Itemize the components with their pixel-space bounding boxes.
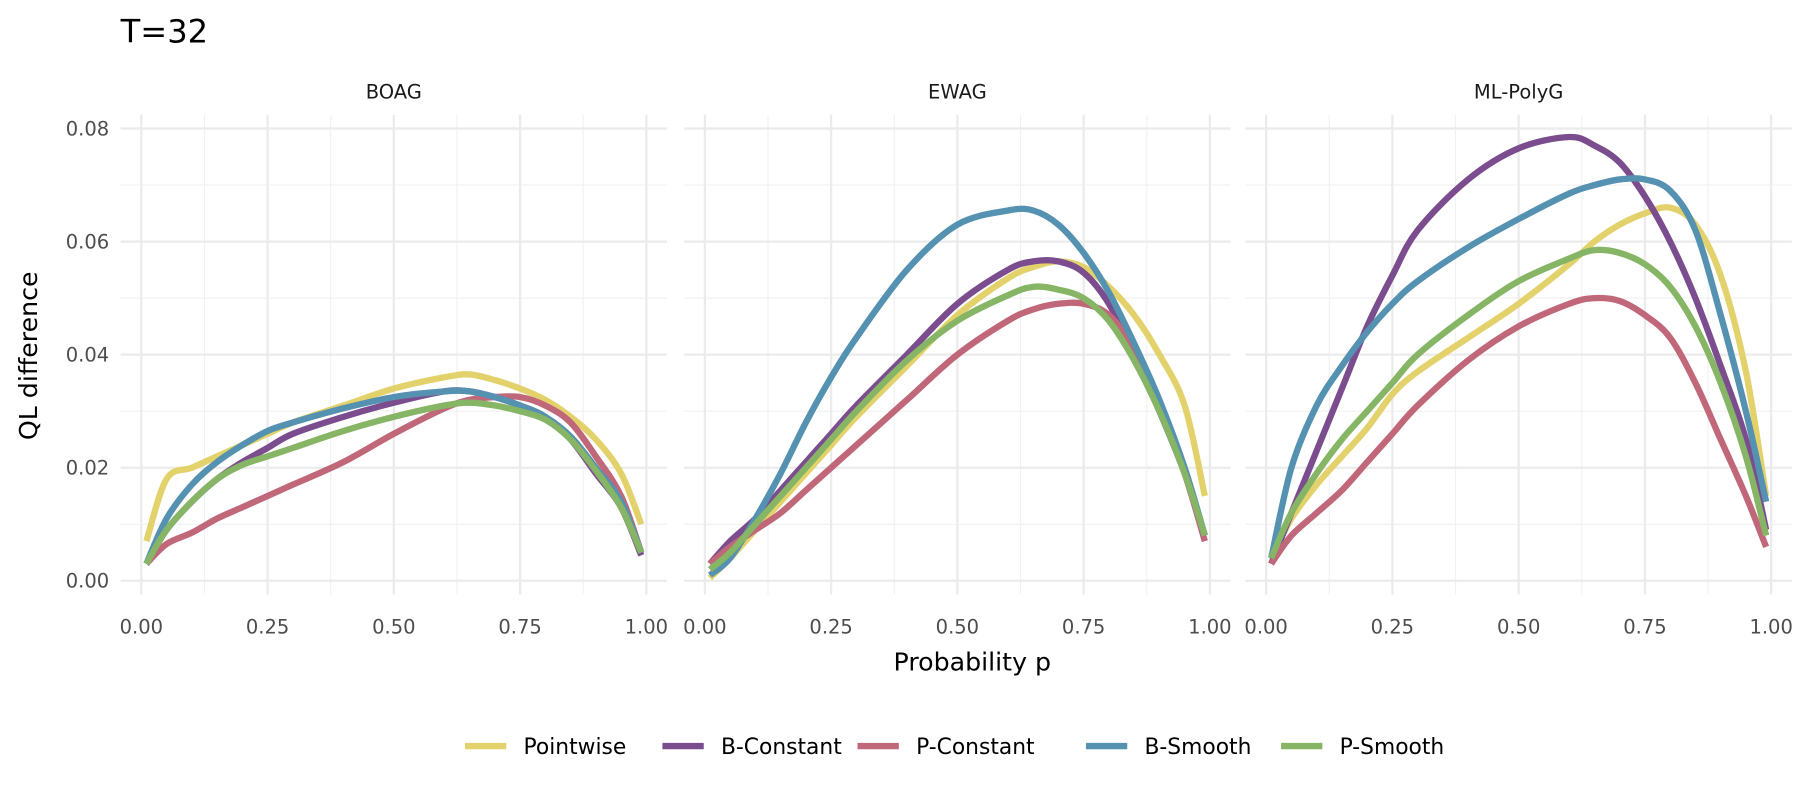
x-tick-label: 1.00 bbox=[625, 616, 668, 639]
panel-ml-polyg: 0.00 0.25 0.50 0.75 1.00 ML-PolyG bbox=[1244, 81, 1792, 639]
x-tick-label: 0.50 bbox=[936, 616, 979, 639]
series-line-p-constant bbox=[144, 393, 645, 567]
legend-item-pointwise: Pointwise bbox=[464, 735, 627, 760]
x-tick-label: 0.00 bbox=[683, 616, 726, 639]
x-tick-label: 0.75 bbox=[498, 616, 541, 639]
x-tick-label: 0.75 bbox=[1623, 616, 1666, 639]
facet-label: BOAG bbox=[366, 81, 422, 104]
legend-label: B-Smooth bbox=[1144, 735, 1251, 760]
series-line-p-smooth bbox=[1268, 246, 1770, 560]
x-tick-label: 1.00 bbox=[1749, 616, 1792, 639]
legend-item-p-smooth: P-Smooth bbox=[1281, 735, 1444, 760]
legend-label: P-Smooth bbox=[1340, 735, 1445, 760]
x-tick-label: 0.50 bbox=[372, 616, 415, 639]
x-tick-label: 0.50 bbox=[1497, 616, 1540, 639]
y-tick-label: 0.02 bbox=[66, 457, 109, 480]
series-line-pointwise bbox=[1268, 204, 1770, 560]
series-line-b-constant bbox=[1268, 133, 1770, 565]
x-tick-label: 0.25 bbox=[809, 616, 852, 639]
x-tick-label: 0.00 bbox=[1244, 616, 1287, 639]
x-tick-label: 0.75 bbox=[1062, 616, 1105, 639]
x-axis-title: Probability p bbox=[894, 647, 1052, 676]
series-line-pointwise bbox=[143, 371, 645, 543]
series-line-p-smooth bbox=[707, 283, 1208, 572]
facet-label: EWAG bbox=[928, 81, 987, 104]
chart-title: T=32 bbox=[120, 12, 208, 50]
x-tick-label: 0.25 bbox=[1371, 616, 1414, 639]
y-axis-title: QL difference bbox=[14, 271, 43, 440]
series-line-b-smooth bbox=[707, 205, 1208, 578]
y-tick-label: 0.08 bbox=[66, 117, 109, 140]
y-tick-label: 0.06 bbox=[66, 230, 109, 253]
x-tick-label: 0.25 bbox=[246, 616, 289, 639]
series-line-pointwise bbox=[707, 258, 1208, 581]
y-tick-label: 0.04 bbox=[66, 344, 109, 367]
legend-label: B-Constant bbox=[721, 735, 842, 760]
panel-ewag: 0.00 0.25 0.50 0.75 1.00 EWAG bbox=[683, 81, 1231, 639]
legend-item-b-smooth: B-Smooth bbox=[1085, 735, 1251, 760]
legend-item-p-constant: P-Constant bbox=[857, 735, 1035, 760]
legend-item-b-constant: B-Constant bbox=[662, 735, 842, 760]
panel-boag: 0.00 0.25 0.50 0.75 1.00 0.00 0.02 0.04 0.06 0.08… bbox=[66, 81, 668, 639]
series-line-b-smooth bbox=[1268, 175, 1770, 559]
y-tick-label: 0.00 bbox=[66, 570, 109, 593]
legend: Pointwise B-Constant P-Constant B-Smooth P-S… bbox=[464, 735, 1444, 760]
legend-label: Pointwise bbox=[524, 735, 627, 760]
series-line-p-smooth bbox=[143, 399, 645, 566]
legend-label: P-Constant bbox=[916, 735, 1035, 760]
series-line-p-constant bbox=[1268, 294, 1770, 566]
facet-label: ML-PolyG bbox=[1474, 81, 1563, 104]
x-tick-label: 1.00 bbox=[1188, 616, 1231, 639]
x-tick-label: 0.00 bbox=[120, 616, 163, 639]
